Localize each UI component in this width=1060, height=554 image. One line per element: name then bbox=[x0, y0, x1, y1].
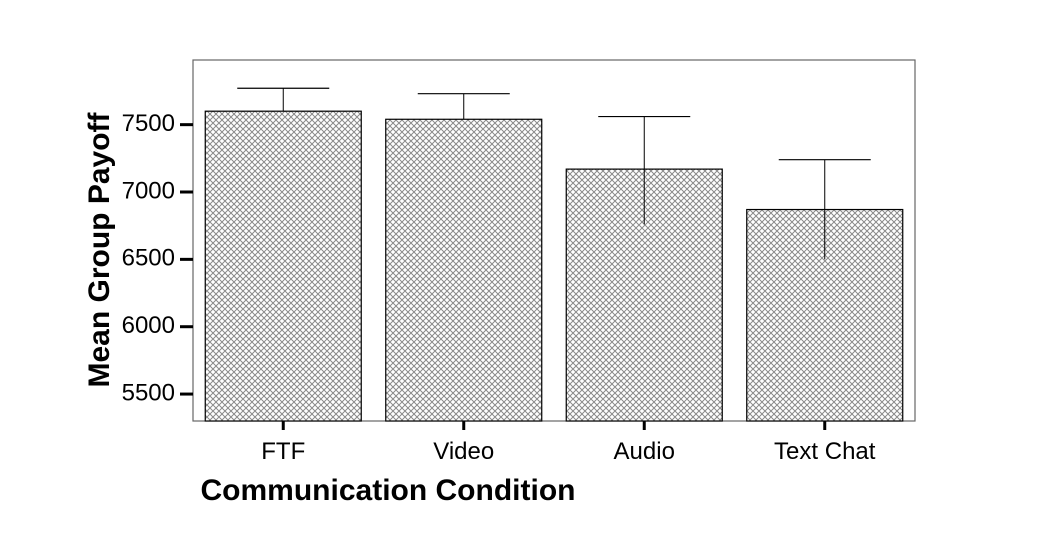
plot-frame bbox=[192, 59, 916, 422]
x-tick-label: Video bbox=[433, 438, 494, 465]
x-axis-title: Communication Condition bbox=[201, 474, 576, 507]
y-axis: 5500 6000 6500 7000 7500 bbox=[122, 110, 193, 406]
x-tick-label: Text Chat bbox=[774, 438, 876, 465]
x-tick-label: Audio bbox=[614, 438, 675, 465]
y-tick-label: 6000 bbox=[122, 312, 175, 339]
error-bars-layer bbox=[237, 87, 871, 260]
x-axis: FTF Video Audio Text Chat bbox=[261, 421, 876, 465]
bar bbox=[385, 118, 543, 422]
y-tick-label: 7000 bbox=[122, 177, 175, 204]
y-tick-label: 5500 bbox=[122, 379, 175, 406]
bar bbox=[204, 110, 362, 422]
y-axis-title: Mean Group Payoff bbox=[83, 111, 116, 387]
x-tick-label: FTF bbox=[261, 438, 305, 465]
y-tick-label: 6500 bbox=[122, 245, 175, 272]
bars-layer bbox=[204, 110, 904, 422]
y-tick-label: 7500 bbox=[122, 110, 175, 137]
